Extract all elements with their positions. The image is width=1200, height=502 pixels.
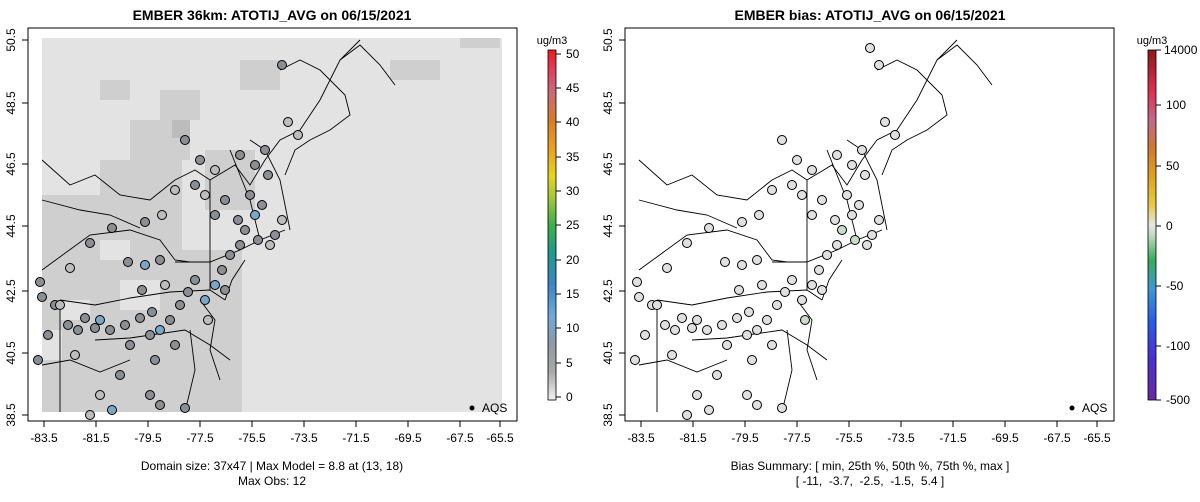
svg-text:-83.5: -83.5 <box>30 431 58 445</box>
left-title: EMBER 36km: ATOTIJ_AVG on 06/15/2021 <box>133 7 412 23</box>
svg-text:46.5: 46.5 <box>4 152 18 176</box>
svg-text:-69.5: -69.5 <box>394 431 422 445</box>
left-colorbar-ramp <box>547 49 557 401</box>
right-panel: EMBER bias: ATOTIJ_AVG on 06/15/2021 <box>601 7 1198 488</box>
left-footer-line1: Domain size: 37x47 | Max Model = 8.8 at … <box>141 459 403 473</box>
svg-text:14000: 14000 <box>1164 43 1198 57</box>
svg-text:42.5: 42.5 <box>4 279 18 303</box>
svg-text:50: 50 <box>566 47 580 61</box>
svg-text:-50: -50 <box>1166 279 1184 293</box>
right-map-area: AQS <box>630 39 1107 420</box>
right-y-axis: 38.5 40.5 42.5 44.5 46.5 48.5 50.5 <box>601 28 625 427</box>
svg-text:-79.5: -79.5 <box>731 431 759 445</box>
svg-text:35: 35 <box>566 150 580 164</box>
svg-text:-81.5: -81.5 <box>679 431 707 445</box>
svg-text:-69.5: -69.5 <box>991 431 1019 445</box>
svg-text:5: 5 <box>566 356 573 370</box>
svg-text:15: 15 <box>566 287 580 301</box>
svg-text:-65.5: -65.5 <box>1083 431 1111 445</box>
svg-text:40.5: 40.5 <box>601 341 615 365</box>
right-colorbar-unit: ug/m3 <box>1137 35 1168 47</box>
aqs-legend-dot-right <box>1069 405 1075 411</box>
svg-text:-71.5: -71.5 <box>342 431 370 445</box>
svg-text:20: 20 <box>566 253 580 267</box>
left-plot-frame <box>27 27 518 422</box>
svg-text:-75.5: -75.5 <box>835 431 863 445</box>
svg-text:-71.5: -71.5 <box>939 431 967 445</box>
left-colorbar-unit: ug/m3 <box>537 35 568 47</box>
left-colorbar-ticks: 0 5 10 15 20 25 30 35 40 45 50 <box>556 47 580 404</box>
svg-text:44.5: 44.5 <box>4 214 18 238</box>
svg-text:48.5: 48.5 <box>4 91 18 115</box>
left-x-axis: -83.5 -81.5 -79.5 -77.5 -75.5 -73.5 -71.… <box>30 421 514 445</box>
svg-text:-73.5: -73.5 <box>887 431 915 445</box>
aqs-legend-dot <box>469 405 475 411</box>
svg-text:45: 45 <box>566 81 580 95</box>
svg-text:40.5: 40.5 <box>4 341 18 365</box>
left-stations[interactable] <box>33 60 303 420</box>
left-footer-line2: Max Obs: 12 <box>238 474 306 488</box>
svg-text:46.5: 46.5 <box>601 152 615 176</box>
svg-text:-67.5: -67.5 <box>1043 431 1071 445</box>
right-stations[interactable] <box>630 43 900 420</box>
svg-text:0: 0 <box>566 390 573 404</box>
right-footer-line2: [ -11, -3.7, -2.5, -1.5, 5.4 ] <box>796 474 945 488</box>
svg-text:25: 25 <box>566 218 580 232</box>
svg-text:44.5: 44.5 <box>601 214 615 238</box>
svg-text:42.5: 42.5 <box>601 279 615 303</box>
left-panel: EMBER 36km: ATOTIJ_AVG on 06/15/2021 <box>4 7 580 488</box>
right-title: EMBER bias: ATOTIJ_AVG on 06/15/2021 <box>734 7 1005 23</box>
svg-text:50.5: 50.5 <box>4 28 18 52</box>
svg-text:100: 100 <box>1166 98 1186 112</box>
svg-text:-81.5: -81.5 <box>82 431 110 445</box>
aqs-legend-label-right: AQS <box>1082 401 1107 415</box>
svg-text:-77.5: -77.5 <box>783 431 811 445</box>
svg-text:50: 50 <box>1166 159 1180 173</box>
svg-text:40: 40 <box>566 115 580 129</box>
svg-text:50.5: 50.5 <box>601 28 615 52</box>
svg-text:-75.5: -75.5 <box>238 431 266 445</box>
svg-text:48.5: 48.5 <box>601 91 615 115</box>
svg-text:10: 10 <box>566 321 580 335</box>
svg-text:-67.5: -67.5 <box>446 431 474 445</box>
right-boundaries <box>638 39 993 413</box>
aqs-legend-label: AQS <box>482 401 507 415</box>
left-map-area: AQS <box>33 38 507 420</box>
svg-text:38.5: 38.5 <box>601 403 615 427</box>
svg-text:-77.5: -77.5 <box>186 431 214 445</box>
svg-text:-83.5: -83.5 <box>627 431 655 445</box>
svg-text:-100: -100 <box>1166 339 1190 353</box>
svg-text:30: 30 <box>566 184 580 198</box>
right-colorbar-ticks: 14000 100 50 0 -50 -100 -500 <box>1156 43 1198 407</box>
svg-text:-79.5: -79.5 <box>134 431 162 445</box>
svg-text:0: 0 <box>1166 219 1173 233</box>
right-colorbar: ug/m3 14000 100 50 0 -50 -100 -500 <box>1137 35 1198 407</box>
left-colorbar: ug/m3 0 5 10 15 20 25 30 35 40 45 50 <box>537 35 580 404</box>
svg-text:-73.5: -73.5 <box>290 431 318 445</box>
svg-text:-65.5: -65.5 <box>486 431 514 445</box>
svg-text:38.5: 38.5 <box>4 403 18 427</box>
svg-text:-500: -500 <box>1166 393 1190 407</box>
right-colorbar-ramp <box>1147 49 1157 401</box>
model-darker-cell <box>172 120 190 138</box>
right-plot-frame <box>624 27 1115 422</box>
left-y-axis: 38.5 40.5 42.5 44.5 46.5 48.5 50.5 <box>4 28 28 427</box>
right-footer-line1: Bias Summary: [ min, 25th %, 50th %, 75t… <box>731 459 1010 473</box>
right-x-axis: -83.5 -81.5 -79.5 -77.5 -75.5 -73.5 -71.… <box>627 421 1111 445</box>
